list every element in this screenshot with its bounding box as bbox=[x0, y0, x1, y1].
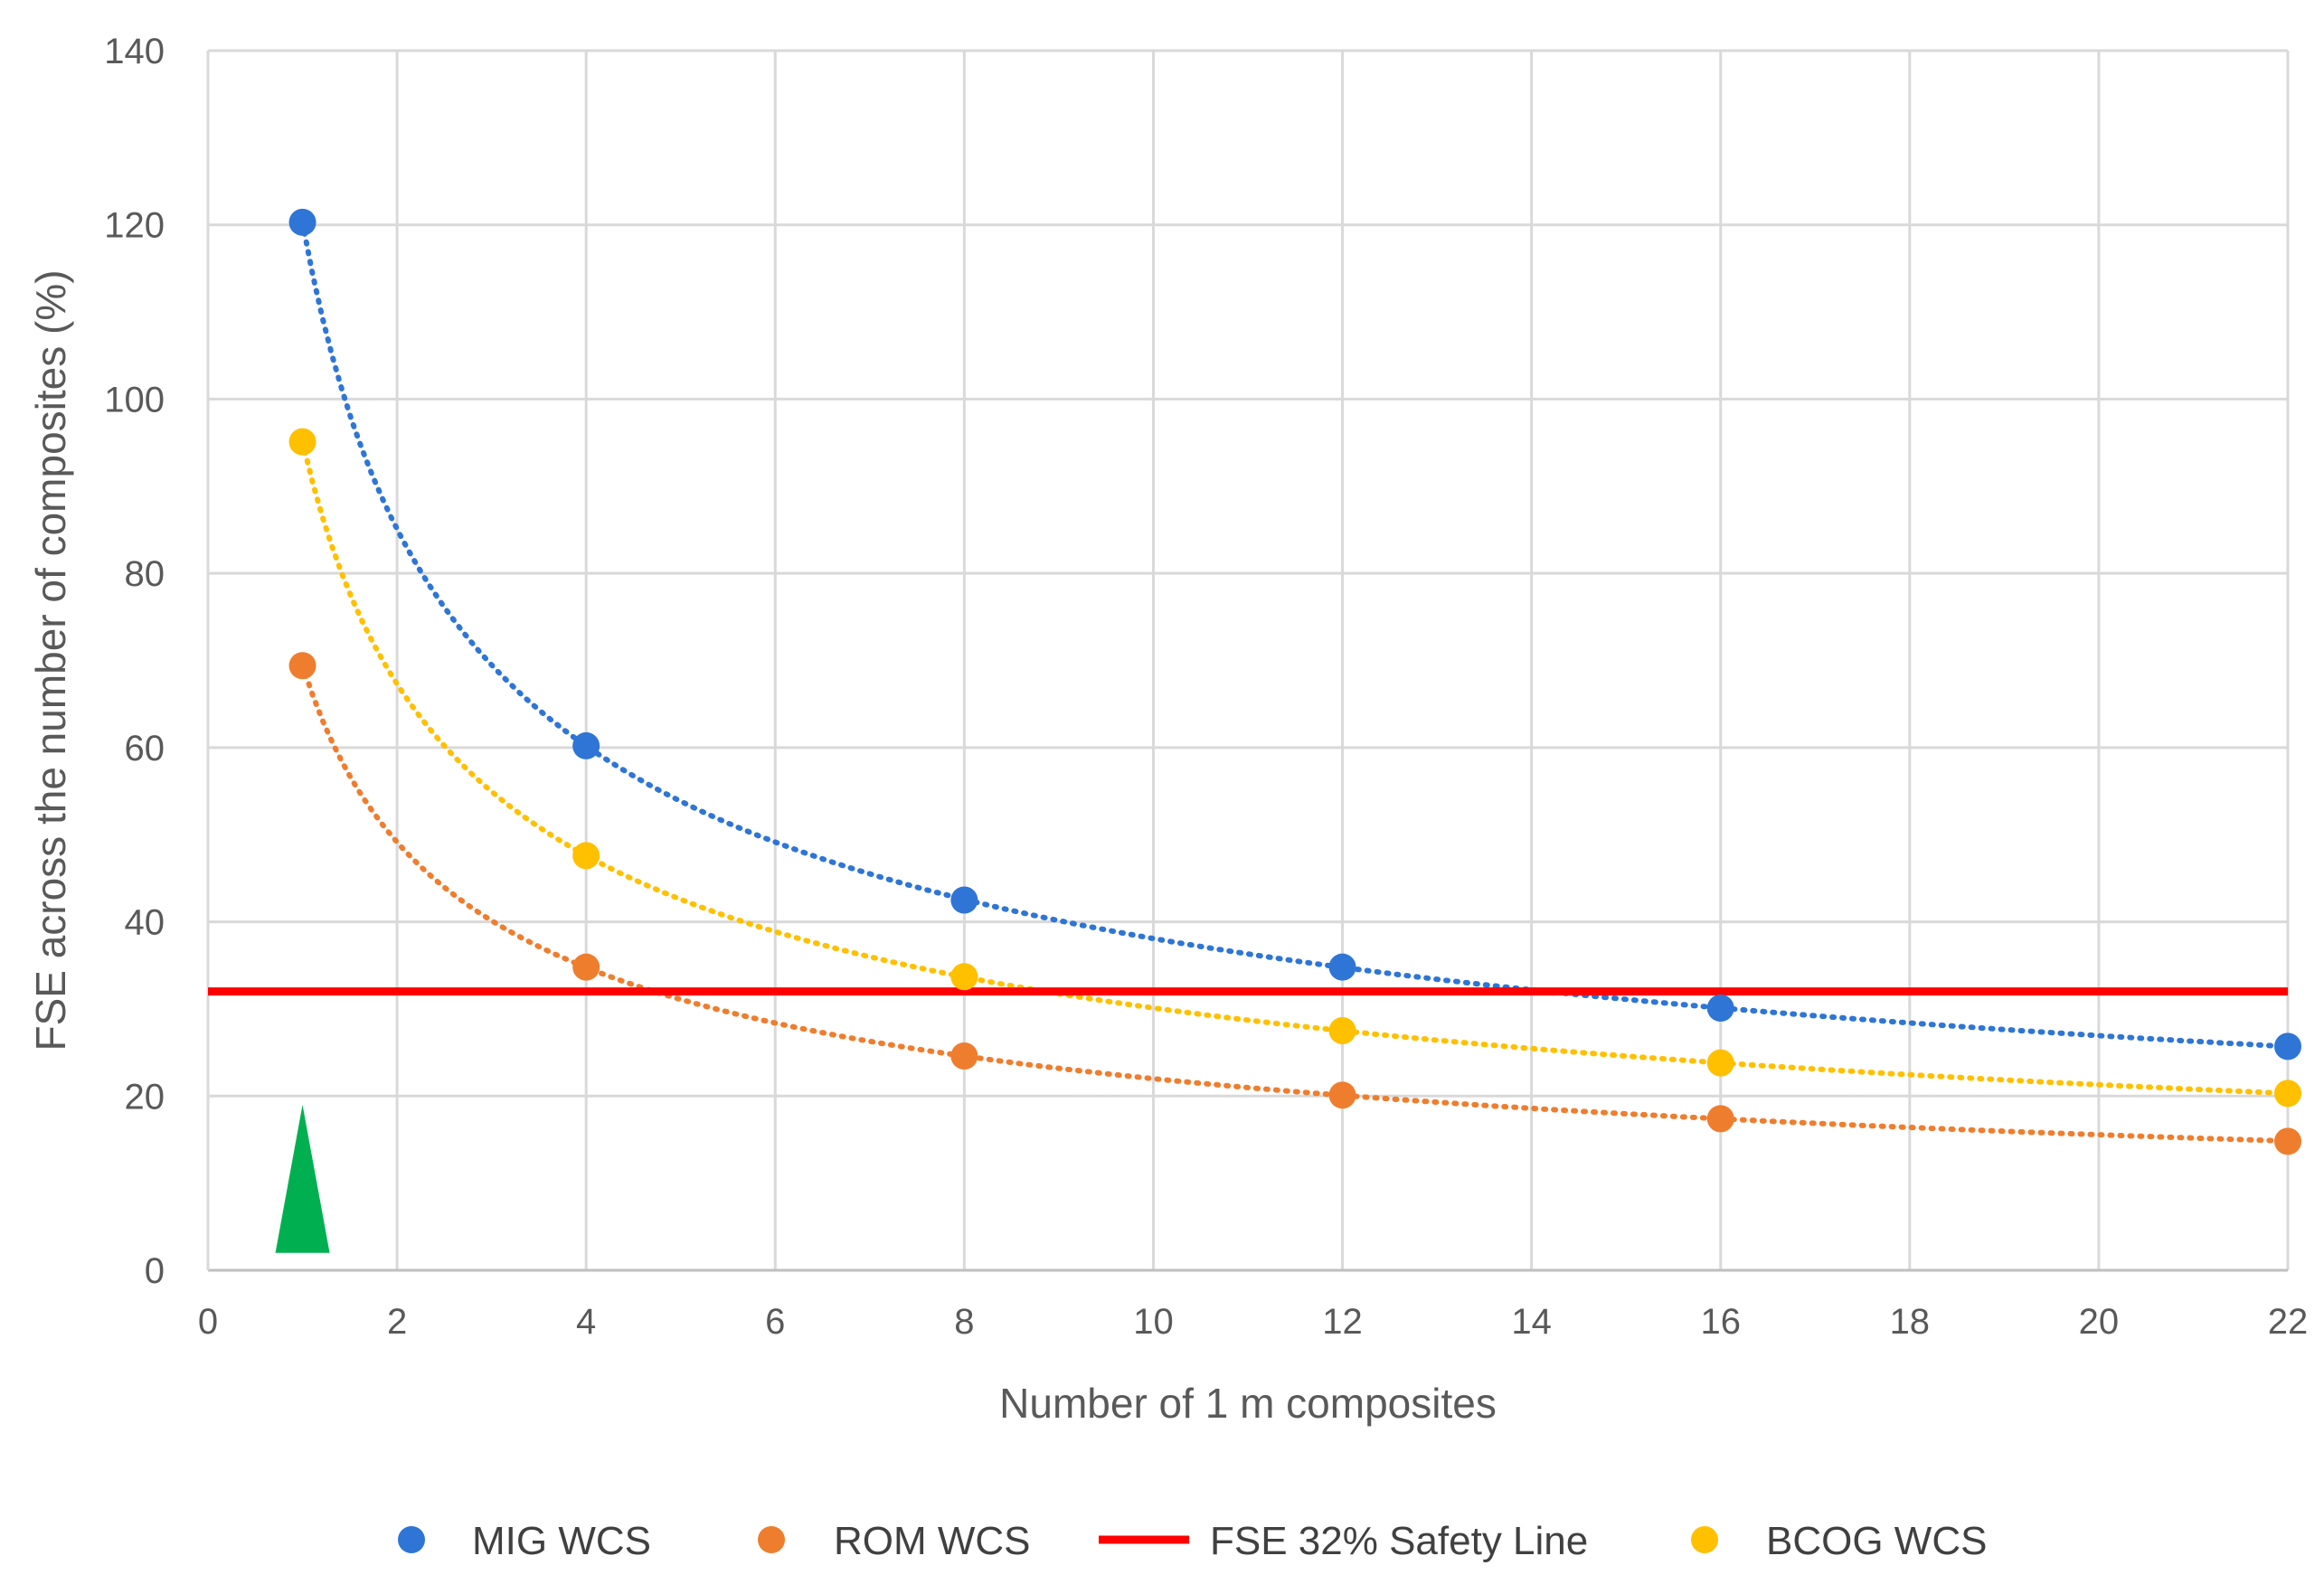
point-bcog-wcs bbox=[288, 428, 316, 456]
point-rom-wcs bbox=[950, 1042, 978, 1070]
legend: MIG WCS ROM WCS FSE 32% Safety Line BCOG WC… bbox=[398, 1519, 1987, 1563]
trendlines bbox=[299, 220, 2291, 1145]
point-bcog-wcs bbox=[1706, 1049, 1734, 1077]
y-tick-label: 120 bbox=[104, 206, 165, 246]
point-rom-wcs bbox=[1328, 1081, 1356, 1109]
x-tick-label: 10 bbox=[1133, 1302, 1174, 1342]
point-rom-wcs bbox=[288, 652, 316, 680]
trendline-rom-wcs bbox=[299, 662, 2291, 1145]
point-rom-wcs bbox=[1706, 1105, 1734, 1133]
x-tick-label: 22 bbox=[2268, 1302, 2309, 1342]
legend-label-mig-wcs: MIG WCS bbox=[472, 1519, 651, 1563]
point-mig-wcs bbox=[572, 731, 600, 759]
point-mig-wcs bbox=[2274, 1032, 2301, 1061]
trendline-mig-wcs bbox=[299, 220, 2291, 1050]
point-mig-wcs bbox=[288, 208, 316, 236]
point-mig-wcs bbox=[1706, 994, 1734, 1022]
x-tick-label: 8 bbox=[954, 1302, 974, 1342]
trendline-bcog-wcs bbox=[299, 438, 2291, 1097]
legend-label-fse-32-safety-line: FSE 32% Safety Line bbox=[1210, 1519, 1588, 1563]
y-tick-label: 140 bbox=[104, 32, 165, 71]
y-tick-label: 20 bbox=[125, 1077, 165, 1117]
point-bcog-wcs bbox=[2274, 1080, 2301, 1108]
x-axis-title: Number of 1 m composites bbox=[999, 1380, 1497, 1427]
legend-symbol-mig-wcs bbox=[398, 1526, 425, 1553]
x-tick-label: 16 bbox=[1700, 1302, 1741, 1342]
x-tick-label: 12 bbox=[1322, 1302, 1363, 1342]
green-triangle-marker bbox=[275, 1104, 330, 1253]
point-mig-wcs bbox=[950, 886, 978, 914]
y-tick-label: 100 bbox=[104, 380, 165, 420]
x-tick-label: 6 bbox=[765, 1302, 785, 1342]
legend-label-rom-wcs: ROM WCS bbox=[834, 1519, 1031, 1563]
y-axis-title: FSE across the number of composites (%) bbox=[27, 269, 74, 1051]
x-tick-label: 2 bbox=[387, 1302, 407, 1342]
x-tick-label: 0 bbox=[198, 1302, 218, 1342]
point-rom-wcs bbox=[2274, 1127, 2301, 1155]
legend-label-bcog-wcs: BCOG WCS bbox=[1766, 1519, 1987, 1563]
point-mig-wcs bbox=[1328, 953, 1356, 981]
point-rom-wcs bbox=[572, 953, 600, 981]
tick-labels: 0 20 40 60 80 100 120 140 0 2 4 6 8 10 12 14 16 18 20 22 bbox=[104, 32, 2308, 1342]
x-tick-label: 4 bbox=[576, 1302, 596, 1342]
grid bbox=[206, 49, 2290, 1272]
y-tick-label: 40 bbox=[125, 903, 165, 943]
point-bcog-wcs bbox=[1328, 1017, 1356, 1045]
x-tick-label: 18 bbox=[1890, 1302, 1931, 1342]
y-tick-label: 0 bbox=[145, 1251, 165, 1291]
legend-symbol-bcog-wcs bbox=[1691, 1526, 1718, 1553]
point-bcog-wcs bbox=[572, 842, 600, 870]
marker-group bbox=[275, 1104, 330, 1253]
y-tick-label: 60 bbox=[125, 729, 165, 768]
x-tick-label: 14 bbox=[1511, 1302, 1552, 1342]
data-points bbox=[288, 208, 2301, 1155]
point-bcog-wcs bbox=[950, 963, 978, 991]
y-tick-label: 80 bbox=[125, 554, 165, 594]
legend-symbol-rom-wcs bbox=[758, 1526, 785, 1553]
x-tick-label: 20 bbox=[2079, 1302, 2120, 1342]
